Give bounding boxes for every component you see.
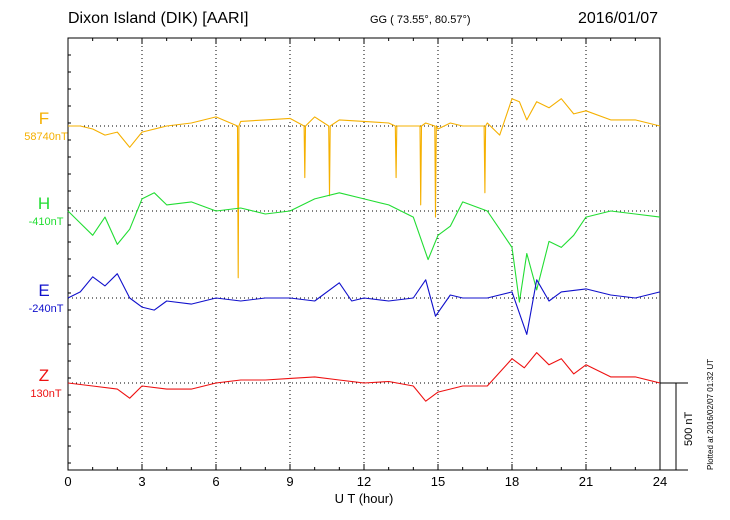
station-title: Dixon Island (DIK) [AARI] bbox=[68, 10, 249, 27]
x-tick-label: 12 bbox=[357, 474, 371, 489]
series-label-h: H bbox=[38, 194, 50, 213]
geographic-coordinates: GG ( 73.55°, 80.57°) bbox=[370, 14, 471, 26]
x-tick-label: 3 bbox=[138, 474, 145, 489]
series-baseline-e: -240nT bbox=[29, 303, 64, 315]
x-axis-label: U T (hour) bbox=[335, 491, 394, 506]
x-tick-label: 6 bbox=[212, 474, 219, 489]
series-label-e: E bbox=[38, 281, 49, 300]
x-tick-label: 0 bbox=[64, 474, 71, 489]
series-line-h bbox=[67, 192, 661, 303]
series-baseline-f: 58740nT bbox=[24, 131, 68, 143]
plot-date: 2016/01/07 bbox=[578, 10, 659, 27]
x-tick-label: 18 bbox=[505, 474, 519, 489]
x-tick-label: 9 bbox=[286, 474, 293, 489]
x-tick-label: 15 bbox=[431, 474, 445, 489]
series-baseline-h: -410nT bbox=[29, 216, 64, 228]
x-tick-label: 21 bbox=[579, 474, 593, 489]
series-line-e bbox=[67, 273, 661, 335]
x-tick-label: 24 bbox=[653, 474, 667, 489]
series-label-f: F bbox=[39, 109, 49, 128]
series-label-z: Z bbox=[39, 366, 49, 385]
series-line-f bbox=[68, 98, 661, 279]
series-line-z bbox=[67, 352, 661, 402]
series-baseline-z: 130nT bbox=[30, 388, 61, 400]
